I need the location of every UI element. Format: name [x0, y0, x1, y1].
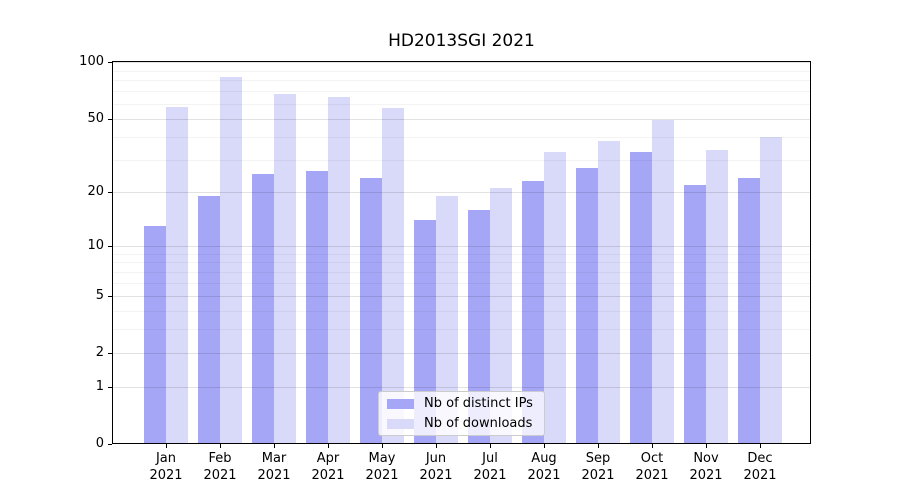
bar-distinct-ips-aug	[522, 181, 544, 444]
y-tick-label: 100	[79, 54, 104, 69]
x-tick-mark	[544, 444, 545, 448]
x-tick-label: Apr 2021	[311, 451, 345, 483]
bar-downloads-mar	[274, 94, 296, 444]
y-tick-label: 0	[95, 436, 104, 451]
x-tick-label: Mar 2021	[257, 451, 291, 483]
bar-distinct-ips-oct	[630, 152, 652, 444]
y-tick-mark	[108, 246, 112, 247]
major-gridline	[113, 246, 810, 247]
y-tick-label: 5	[95, 288, 104, 303]
legend-swatch-distinct-ips-icon	[387, 398, 414, 409]
minor-gridline	[113, 311, 810, 312]
y-tick-mark	[108, 353, 112, 354]
minor-gridline	[113, 104, 810, 105]
major-gridline	[113, 387, 810, 388]
y-tick-label: 20	[87, 184, 104, 199]
major-gridline	[113, 119, 810, 120]
chart-title: HD2013SGI 2021	[388, 31, 535, 51]
legend-item-downloads: Nb of downloads	[387, 416, 544, 431]
x-tick-mark	[490, 444, 491, 448]
x-tick-mark	[652, 444, 653, 448]
bar-downloads-jul	[490, 188, 512, 444]
minor-gridline	[113, 329, 810, 330]
x-tick-mark	[382, 444, 383, 448]
minor-gridline	[113, 80, 810, 81]
bar-downloads-dec	[760, 137, 782, 444]
x-tick-label: Sep 2021	[581, 451, 615, 483]
major-gridline	[113, 62, 810, 63]
bar-distinct-ips-nov	[684, 185, 706, 444]
legend-swatch-downloads-icon	[387, 418, 414, 429]
bar-distinct-ips-may	[360, 178, 382, 444]
bar-downloads-jan	[166, 107, 188, 444]
major-gridline	[113, 353, 810, 354]
x-tick-label: Feb 2021	[203, 451, 237, 483]
x-tick-mark	[598, 444, 599, 448]
bar-downloads-feb	[220, 77, 242, 444]
y-tick-mark	[108, 444, 112, 445]
x-tick-label: Nov 2021	[689, 451, 723, 483]
legend-item-distinct-ips: Nb of distinct IPs	[387, 396, 544, 411]
minor-gridline	[113, 71, 810, 72]
major-gridline	[113, 192, 810, 193]
y-tick-mark	[108, 192, 112, 193]
y-tick-mark	[108, 387, 112, 388]
x-tick-label: May 2021	[365, 451, 399, 483]
bar-downloads-nov	[706, 150, 728, 444]
bar-distinct-ips-jan	[144, 226, 166, 444]
y-tick-mark	[108, 119, 112, 120]
x-tick-label: Aug 2021	[527, 451, 561, 483]
x-tick-label: Jan 2021	[149, 451, 183, 483]
bar-distinct-ips-jul	[468, 210, 490, 444]
minor-gridline	[113, 160, 810, 161]
x-tick-label: Jul 2021	[473, 451, 507, 483]
legend-label-downloads: Nb of downloads	[424, 416, 533, 431]
minor-gridline	[113, 262, 810, 263]
minor-gridline	[113, 137, 810, 138]
x-tick-mark	[706, 444, 707, 448]
x-tick-label: Jun 2021	[419, 451, 453, 483]
y-tick-label: 1	[95, 379, 104, 394]
bar-distinct-ips-feb	[198, 196, 220, 444]
minor-gridline	[113, 254, 810, 255]
bar-downloads-apr	[328, 97, 350, 444]
x-tick-label: Oct 2021	[635, 451, 669, 483]
legend: Nb of distinct IPs Nb of downloads	[378, 391, 545, 436]
bar-downloads-oct	[652, 120, 674, 444]
bar-distinct-ips-apr	[306, 171, 328, 444]
bar-downloads-jun	[436, 196, 458, 444]
minor-gridline	[113, 283, 810, 284]
x-tick-mark	[166, 444, 167, 448]
bar-downloads-sep	[598, 141, 620, 444]
x-tick-mark	[220, 444, 221, 448]
y-tick-mark	[108, 296, 112, 297]
bar-distinct-ips-jun	[414, 220, 436, 444]
minor-gridline	[113, 91, 810, 92]
bar-distinct-ips-dec	[738, 178, 760, 444]
bar-downloads-aug	[544, 152, 566, 444]
x-tick-mark	[328, 444, 329, 448]
x-tick-mark	[436, 444, 437, 448]
x-tick-mark	[760, 444, 761, 448]
y-tick-label: 50	[87, 111, 104, 126]
minor-gridline	[113, 272, 810, 273]
y-tick-label: 2	[95, 345, 104, 360]
x-tick-label: Dec 2021	[743, 451, 777, 483]
bar-downloads-may	[382, 108, 404, 444]
y-tick-label: 10	[87, 238, 104, 253]
bar-distinct-ips-mar	[252, 174, 274, 444]
y-tick-mark	[108, 62, 112, 63]
bar-distinct-ips-sep	[576, 168, 598, 444]
major-gridline	[113, 296, 810, 297]
x-tick-mark	[274, 444, 275, 448]
legend-label-distinct-ips: Nb of distinct IPs	[424, 396, 533, 411]
